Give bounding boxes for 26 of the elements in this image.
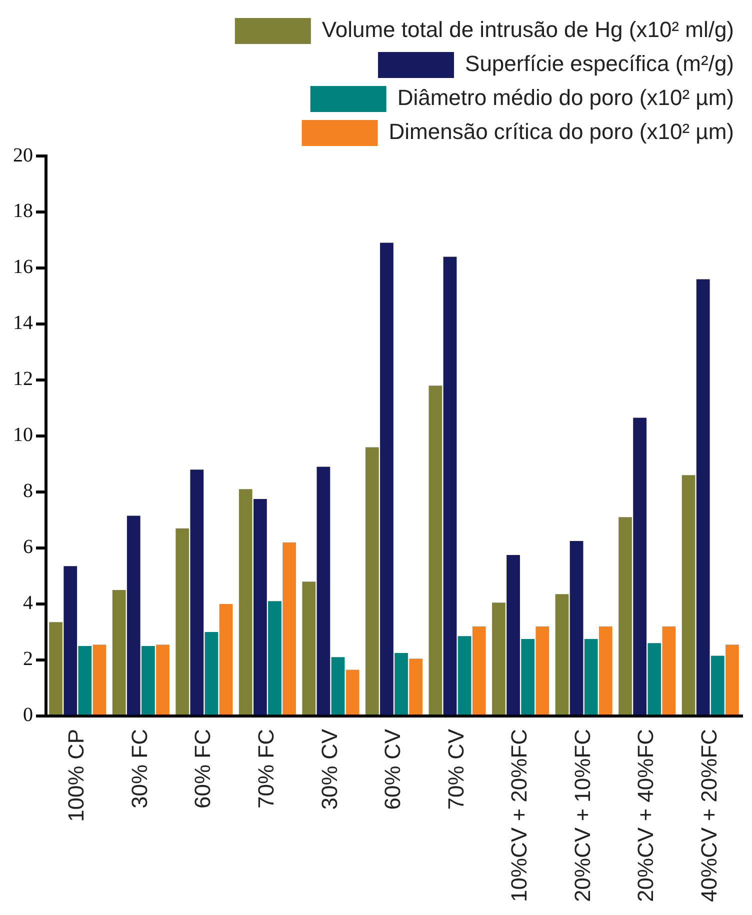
y-tick-label: 2 bbox=[23, 648, 33, 670]
x-tick-label: 60% CV bbox=[380, 728, 406, 810]
y-tick-label: 6 bbox=[23, 536, 33, 558]
x-tick-label: 100% CP bbox=[64, 728, 89, 822]
x-tick-label: 60% FC bbox=[190, 728, 216, 808]
x-tick-label: 30% CV bbox=[316, 728, 342, 810]
y-tick-label: 10 bbox=[13, 424, 33, 446]
y-tick-label: 14 bbox=[13, 312, 33, 334]
y-tick-label: 8 bbox=[23, 480, 33, 502]
x-tick-label: 20%CV + 40%FC bbox=[633, 728, 658, 902]
x-tick-label: 20%CV + 10%FC bbox=[570, 728, 595, 902]
x-tick-label: 40%CV + 20%FC bbox=[696, 728, 722, 902]
legend-label: Volume total de intrusão de Hg (x10² ml/g) bbox=[322, 17, 734, 42]
x-tick-label: 70% CV bbox=[443, 728, 468, 810]
x-tick-label: 70% FC bbox=[254, 728, 279, 808]
y-tick-label: 18 bbox=[13, 200, 33, 222]
x-tick-label: 30% FC bbox=[126, 728, 152, 808]
y-tick-label: 12 bbox=[13, 368, 33, 390]
legend-label: Superfície específica (m²/g) bbox=[465, 51, 734, 76]
legend-label: Dimensão crítica do poro (x10² µm) bbox=[388, 119, 734, 144]
y-tick-label: 20 bbox=[13, 144, 33, 166]
y-tick-label: 16 bbox=[13, 256, 33, 278]
y-tick-label: 4 bbox=[23, 592, 33, 614]
x-tick-label: 10%CV + 20%FC bbox=[506, 728, 532, 902]
legend-label: Diâmetro médio do poro (x10² µm) bbox=[397, 85, 734, 110]
y-tick-label: 0 bbox=[23, 704, 33, 726]
